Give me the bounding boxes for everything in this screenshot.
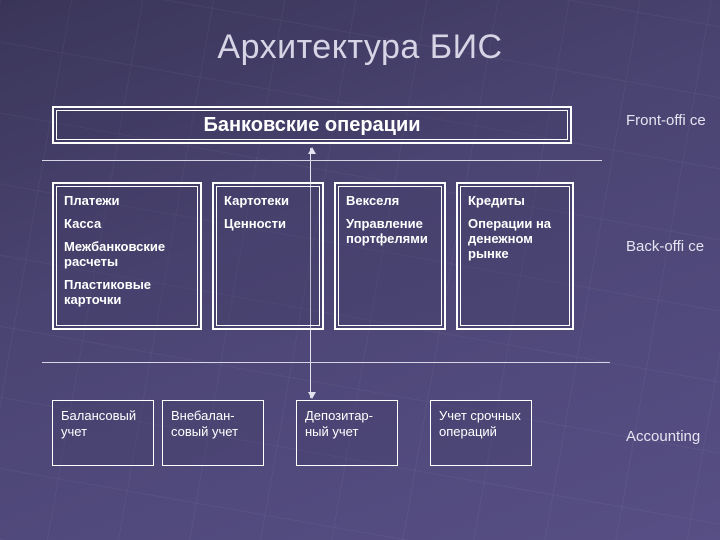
back-office-box-4: Кредиты Операции на денежном рынке (456, 182, 574, 330)
layer-label-accounting: Accounting (626, 428, 706, 445)
accounting-box-1: Балансовый учет (52, 400, 154, 466)
accounting-box-4: Учет срочных операций (430, 400, 532, 466)
back-box1-item2: Касса (64, 217, 190, 232)
back-box4-item1: Кредиты (468, 194, 562, 209)
back-office-box-2: Картотеки Ценности (212, 182, 324, 330)
back-box3-item1: Векселя (346, 194, 434, 209)
accounting-box-2: Внебалан-совый учет (162, 400, 264, 466)
front-office-header-box: Банковские операции (52, 106, 572, 144)
back-box4-item2: Операции на денежном рынке (468, 217, 562, 262)
layer-label-front: Front-offi ce (626, 112, 706, 129)
back-office-box-3: Векселя Управление портфелями (334, 182, 446, 330)
back-box1-item1: Платежи (64, 194, 190, 209)
accounting-box-3: Депозитар-ный учет (296, 400, 398, 466)
divider-front-back (42, 160, 602, 161)
page-title: Архитектура БИС (0, 28, 720, 67)
back-box2-item1: Картотеки (224, 194, 312, 209)
back-office-box-1: Платежи Касса Межбанковские расчеты Плас… (52, 182, 202, 330)
back-box2-item2: Ценности (224, 217, 312, 232)
back-box3-item2: Управление портфелями (346, 217, 434, 247)
back-box1-item3: Межбанковские расчеты (64, 240, 190, 270)
layer-label-back: Back-offi ce (626, 238, 706, 255)
divider-back-acct (42, 362, 610, 363)
back-box1-item4: Пластиковые карточки (64, 278, 190, 308)
